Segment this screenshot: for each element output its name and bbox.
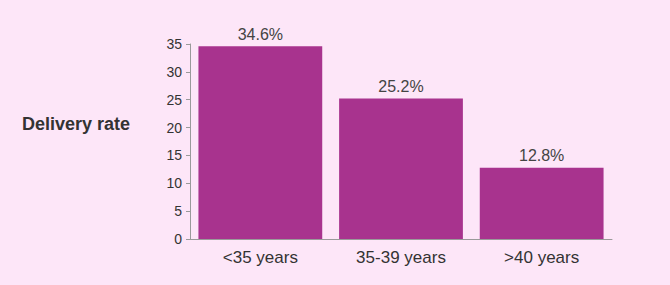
svg-text:12.8%: 12.8% (519, 147, 564, 164)
svg-text:35: 35 (166, 36, 182, 52)
svg-text:>40 years: >40 years (504, 248, 579, 267)
svg-text:35-39 years: 35-39 years (356, 248, 446, 267)
svg-text:<35 years: <35 years (223, 248, 298, 267)
svg-text:25.2%: 25.2% (378, 78, 423, 95)
svg-text:0: 0 (174, 231, 182, 247)
svg-text:34.6%: 34.6% (238, 26, 283, 43)
svg-text:10: 10 (166, 175, 182, 191)
svg-text:25: 25 (166, 92, 182, 108)
svg-text:5: 5 (174, 203, 182, 219)
svg-text:30: 30 (166, 64, 182, 80)
svg-text:15: 15 (166, 147, 182, 163)
svg-text:20: 20 (166, 120, 182, 136)
svg-text:Delivery rate: Delivery rate (22, 114, 130, 134)
